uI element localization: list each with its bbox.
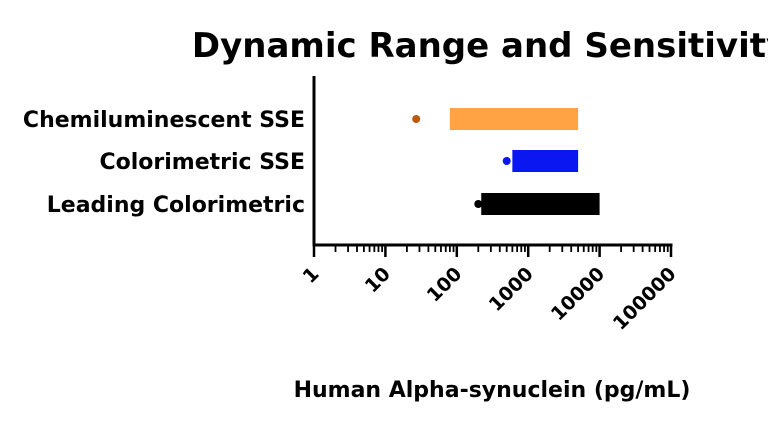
sensitivity-point	[502, 157, 511, 165]
range-bar	[512, 150, 579, 172]
sensitivity-point	[474, 200, 483, 208]
x-tick-label: 1000	[485, 263, 538, 316]
y-category-label: Chemiluminescent SSE	[23, 108, 305, 133]
x-axis-title: Human Alpha-synuclein (pg/mL)	[294, 378, 691, 403]
plot-area: 1 10 100 1000 10000 100000 Chemiluminescent SS…	[23, 76, 681, 335]
x-tick-label: 1	[299, 263, 324, 288]
range-bar	[449, 108, 579, 130]
x-tick-label: 10	[361, 263, 395, 297]
range-bar	[481, 193, 600, 215]
sensitivity-point	[412, 115, 421, 123]
y-category-label: Leading Colorimetric	[47, 193, 305, 218]
x-tick-label: 100000	[609, 263, 681, 335]
y-category-label: Colorimetric SSE	[100, 150, 306, 175]
x-tick-label: 10000	[547, 263, 609, 325]
x-tick-label: 100	[423, 263, 467, 307]
chart-title: Dynamic Range and Sensitivity	[192, 26, 768, 66]
